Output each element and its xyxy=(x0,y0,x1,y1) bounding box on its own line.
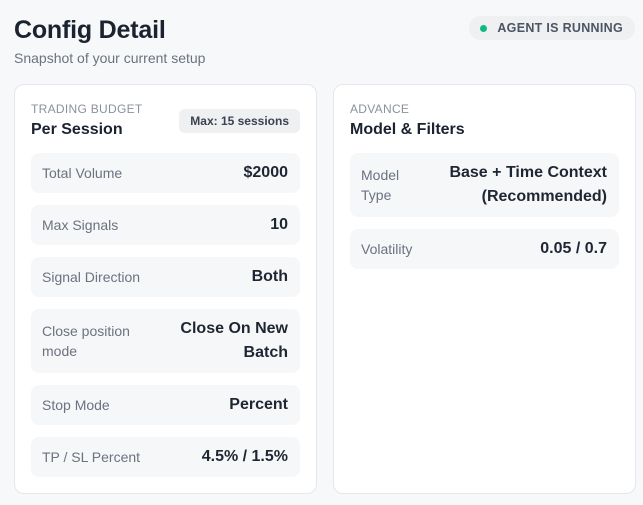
agent-status-badge: AGENT IS RUNNING xyxy=(469,16,635,40)
row-value: Both xyxy=(251,268,288,285)
row-label: Signal Direction xyxy=(42,269,141,285)
row-value: 10 xyxy=(270,216,288,233)
row-volatility: Volatility 0.05 / 0.7 xyxy=(350,229,619,269)
page-title: Config Detail xyxy=(14,16,166,44)
row-label: Total Volume xyxy=(42,165,123,181)
row-label: Model Type xyxy=(361,167,400,203)
row-value: Base + Time Context (Recommended) xyxy=(449,164,607,205)
row-signal-direction: Signal Direction Both xyxy=(31,257,300,297)
row-label: Max Signals xyxy=(42,217,119,233)
advance-card: ADVANCE Model & Filters Model Type Base … xyxy=(333,84,636,494)
row-model-type: Model Type Base + Time Context (Recommen… xyxy=(350,153,619,217)
page-subtitle: Snapshot of your current setup xyxy=(14,50,206,66)
agent-status-label: AGENT IS RUNNING xyxy=(497,21,623,35)
row-stop-mode: Stop Mode Percent xyxy=(31,385,300,425)
row-tp-sl-percent: TP / SL Percent 4.5% / 1.5% xyxy=(31,437,300,477)
trading-budget-card: TRADING BUDGET Per Session Max: 15 sessi… xyxy=(14,84,317,494)
row-value: Percent xyxy=(229,396,288,413)
row-value: Close On New Batch xyxy=(180,320,288,361)
card-eyebrow: TRADING BUDGET xyxy=(31,102,143,116)
row-label: Stop Mode xyxy=(42,397,110,413)
card-title: Model & Filters xyxy=(350,121,465,138)
row-label: TP / SL Percent xyxy=(42,449,141,465)
trading-budget-rows: Total Volume $2000 Max Signals 10 Signal… xyxy=(31,153,300,489)
row-label: Close position mode xyxy=(42,323,130,359)
row-value: 4.5% / 1.5% xyxy=(201,448,288,465)
row-value: $2000 xyxy=(243,164,289,181)
card-eyebrow: ADVANCE xyxy=(350,102,410,116)
max-sessions-badge: Max: 15 sessions xyxy=(179,109,300,133)
row-close-position-mode: Close position mode Close On New Batch xyxy=(31,309,300,373)
row-max-signals: Max Signals 10 xyxy=(31,205,300,245)
row-total-volume: Total Volume $2000 xyxy=(31,153,300,193)
row-label: Volatility xyxy=(361,241,413,257)
row-value: 0.05 / 0.7 xyxy=(540,240,607,257)
status-dot-icon xyxy=(480,24,488,32)
advance-rows: Model Type Base + Time Context (Recommen… xyxy=(350,153,619,281)
card-title: Per Session xyxy=(31,121,123,138)
